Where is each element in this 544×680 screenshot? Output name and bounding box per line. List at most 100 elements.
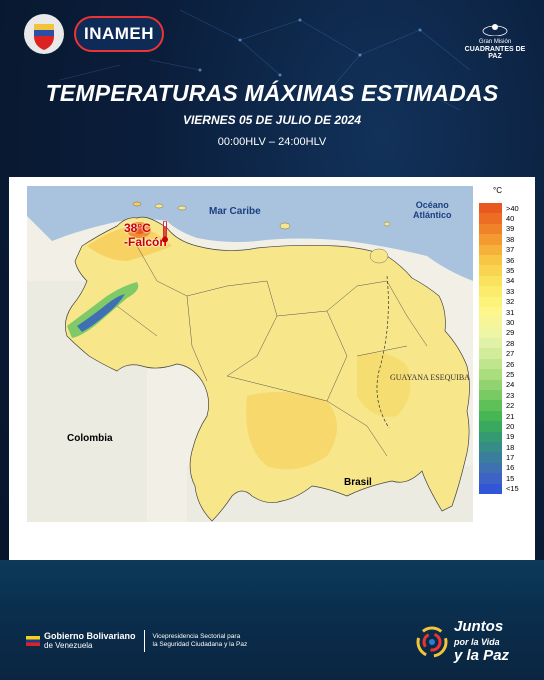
inameh-logo: INAMEH <box>74 16 164 52</box>
legend-swatch <box>479 244 502 255</box>
legend-row: <15 <box>479 483 531 494</box>
gran-mision-logo: Gran Misión CUADRANTES DE PAZ <box>464 22 526 60</box>
legend-swatch <box>479 462 502 474</box>
juntos-ring-icon <box>416 626 448 657</box>
globe-icon <box>482 24 508 37</box>
legend-row: 19 <box>479 431 531 442</box>
juntos-line1: Juntos <box>454 618 504 635</box>
legend-label: 16 <box>506 463 515 473</box>
legend-label: 21 <box>506 411 515 421</box>
label-guayana-esequiba: GUAYANA ESEQUIBA <box>390 373 470 382</box>
juntos-line2: por la Vida <box>454 637 500 647</box>
legend-swatch <box>479 296 502 307</box>
legend-row: 40 <box>479 213 531 224</box>
page-title: TEMPERATURAS MÁXIMAS ESTIMADAS <box>45 80 499 106</box>
label-oceano-line1: Océano <box>415 200 449 210</box>
legend-label: 37 <box>506 245 515 255</box>
time-range: 00:00HLV – 24:00HLV <box>217 136 327 148</box>
page-subtitle: VIERNES 05 DE JULIO DE 2024 <box>182 113 362 127</box>
legend-swatch <box>479 431 502 442</box>
header-logos: INAMEH <box>22 12 164 56</box>
legend-swatch <box>479 286 502 297</box>
legend-swatch <box>479 441 502 453</box>
venezuela-shield-icon <box>24 14 64 54</box>
legend-label: 20 <box>506 421 515 431</box>
label-mar-caribe: Mar Caribe <box>209 206 261 217</box>
legend-label: 30 <box>506 317 515 327</box>
falcon-state: -Falcón <box>124 235 167 249</box>
legend-swatch <box>479 327 502 339</box>
legend-label: 17 <box>506 453 515 463</box>
label-oceano-atlantico: Océano Atlántico <box>413 200 452 220</box>
legend-swatch <box>479 338 502 349</box>
vice-line1: Vicepresidencia Sectorial para <box>152 633 241 640</box>
legend-swatch <box>479 213 502 224</box>
legend-label: 34 <box>506 276 515 286</box>
juntos-logo: Juntos por la Vida y la Paz <box>414 618 510 664</box>
legend-row: 37 <box>479 244 531 255</box>
legend-swatch <box>479 483 502 494</box>
legend-swatch <box>479 275 502 287</box>
juntos-text: Juntos por la Vida y la Paz <box>454 618 510 664</box>
label-colombia: Colombia <box>67 433 113 444</box>
legend-label: 39 <box>506 224 515 234</box>
legend-row: 28 <box>479 338 531 349</box>
legend-swatch <box>479 223 502 235</box>
gran-mision-line1: Gran Misión <box>478 39 512 45</box>
juntos-line3: y la Paz <box>454 647 510 664</box>
legend-swatch <box>479 317 502 328</box>
legend-swatch <box>479 421 502 432</box>
legend-label: 18 <box>506 442 515 452</box>
legend-label: 38 <box>506 234 515 244</box>
map-panel: Mar Caribe Océano Atlántico Colombia Bra… <box>9 177 535 560</box>
legend-row: 26 <box>479 358 531 370</box>
legend-label: 26 <box>506 359 515 369</box>
legend-row: 36 <box>479 254 531 266</box>
legend-row: 35 <box>479 265 531 276</box>
legend-unit: °C <box>493 186 502 195</box>
legend-label: >40 <box>506 203 519 213</box>
legend-row: 20 <box>479 421 531 432</box>
legend-label: 32 <box>506 297 515 307</box>
vice-line2: la Seguridad Ciudadana y la Paz <box>152 641 248 648</box>
legend-row: 23 <box>479 390 531 401</box>
legend-swatch <box>479 410 502 422</box>
legend-swatch <box>479 358 502 370</box>
legend-swatch <box>479 379 502 391</box>
legend-row: 29 <box>479 327 531 339</box>
legend-row: 21 <box>479 410 531 422</box>
footer-gobierno: Gobierno Bolivariano de Venezuela Vicepr… <box>26 630 247 652</box>
legend-label: 22 <box>506 401 515 411</box>
legend-swatch <box>479 265 502 276</box>
legend-row: 30 <box>479 317 531 328</box>
network-background <box>59 9 471 111</box>
legend-row: 16 <box>479 462 531 474</box>
legend-row: 24 <box>479 379 531 391</box>
temperature-legend: >40 40 39 38 37 36 35 34 33 32 31 30 29 28 27 26 25 24 23 2… <box>479 203 531 494</box>
legend-label: 24 <box>506 380 515 390</box>
label-brasil: Brasil <box>344 477 372 488</box>
legend-swatch <box>479 348 502 359</box>
gobierno-line1: Gobierno Bolivariano <box>44 631 136 641</box>
legend-label: <15 <box>506 484 519 494</box>
legend-label: 23 <box>506 390 515 400</box>
ocean-background <box>0 560 544 680</box>
legend-row: 33 <box>479 286 531 297</box>
legend-label: 35 <box>506 266 515 276</box>
thermometer-icon <box>162 221 168 243</box>
legend-label: 19 <box>506 432 515 442</box>
venezuela-territory <box>65 216 470 522</box>
legend-swatch <box>479 390 502 401</box>
footer-divider <box>143 630 145 652</box>
legend-label: 33 <box>506 286 515 296</box>
falcon-annotation: 38°C -Falcón <box>124 221 167 249</box>
legend-row: 34 <box>479 275 531 287</box>
legend-swatch <box>479 254 502 266</box>
legend-swatch <box>479 452 502 463</box>
legend-row: 38 <box>479 234 531 245</box>
legend-swatch <box>479 369 502 380</box>
venezuela-flag-icon <box>26 636 40 646</box>
legend-row: 22 <box>479 400 531 411</box>
legend-row: 31 <box>479 306 531 318</box>
gobierno-logo-text: Gobierno Bolivariano de Venezuela <box>44 631 136 651</box>
